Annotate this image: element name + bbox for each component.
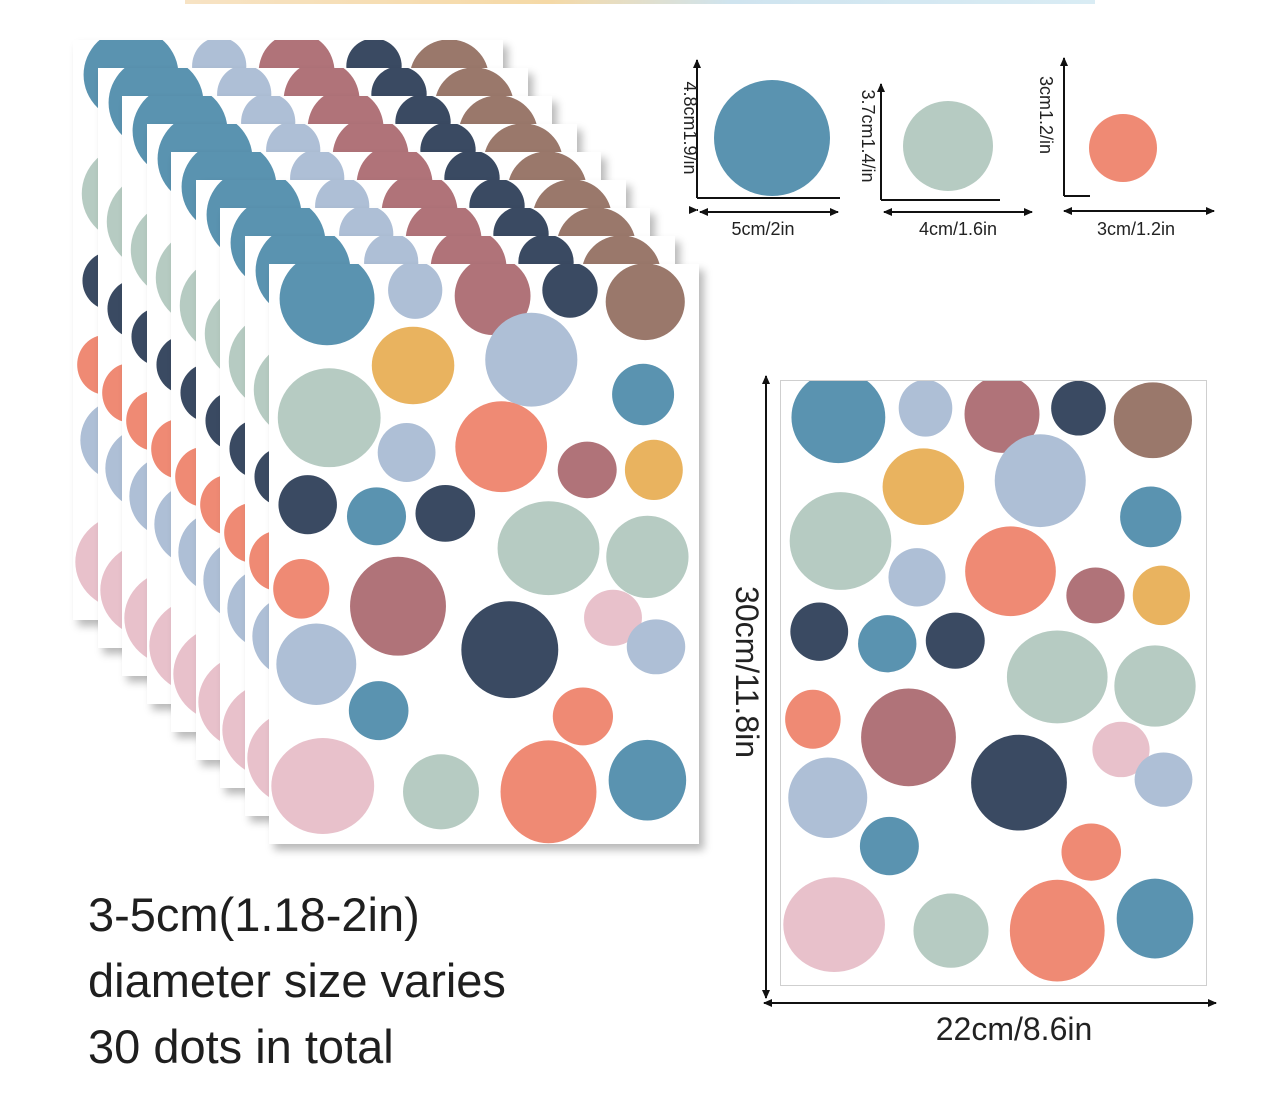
large-dot-height-label: 4.8cm1.9/in — [680, 81, 700, 174]
sticker-dot — [612, 363, 675, 426]
medium-dot-height-label: 3.7cm1.4/in — [858, 89, 878, 182]
sticker-dot — [350, 556, 446, 656]
sticker-dot — [485, 312, 578, 407]
sticker-dot — [1051, 381, 1106, 436]
sticker-dot — [557, 441, 617, 499]
sticker-dot — [552, 687, 614, 746]
sticker-dot — [1134, 752, 1193, 807]
sticker-dot — [789, 492, 892, 590]
sticker-dot — [1066, 567, 1125, 624]
sticker-dot — [913, 893, 989, 968]
sticker-dot — [606, 515, 689, 599]
sticker-dot — [584, 589, 642, 646]
sticker-dot — [388, 264, 443, 319]
top-accent-bar — [185, 0, 1095, 4]
sticker-dot — [858, 615, 917, 673]
sticker-dot — [626, 619, 686, 675]
sticker-sheet-dots — [783, 381, 1196, 982]
product-caption: 3-5cm(1.18-2in) diameter size varies 30 … — [88, 882, 506, 1080]
sticker-dot — [783, 877, 885, 973]
sticker-dot — [415, 485, 476, 542]
sticker-dot — [882, 448, 965, 526]
sticker-dot — [348, 681, 409, 741]
sticker-dot — [377, 423, 436, 482]
stacked-sticker-sheet — [269, 264, 699, 844]
sticker-dot — [542, 264, 598, 318]
sticker-dot — [1006, 630, 1108, 724]
sticker-dot — [1009, 879, 1105, 982]
sheet-dimension-arrows: 30cm/11.8in 22cm/8.6in — [729, 375, 1217, 1047]
size-sample-small: 3cm1.2/in 3cm/1.2in — [1036, 57, 1215, 239]
medium-dot-width-label: 4cm/1.6in — [919, 219, 997, 239]
sticker-dot — [1132, 565, 1190, 626]
sticker-dot — [1061, 823, 1122, 881]
sticker-dot — [1114, 645, 1196, 727]
sticker-dot — [965, 526, 1056, 617]
sheet-height-label: 30cm/11.8in — [729, 586, 765, 758]
sticker-dot — [925, 612, 985, 669]
small-dot-width-label: 3cm/1.2in — [1097, 219, 1175, 239]
small-dot-height-label: 3cm1.2/in — [1036, 76, 1056, 154]
sticker-dot — [454, 264, 531, 335]
sticker-dot — [888, 548, 946, 607]
sticker-dot — [624, 439, 683, 501]
size-sample-medium: 3.7cm1.4/in 4cm/1.6in — [858, 83, 1033, 239]
sticker-dot — [1113, 382, 1192, 459]
large-dot — [714, 80, 830, 196]
sticker-dot — [346, 487, 407, 546]
caption-size-range: 3-5cm(1.18-2in) — [88, 888, 420, 941]
sticker-dot — [971, 734, 1067, 831]
sticker-dot — [455, 401, 548, 493]
sticker-dot — [277, 368, 381, 468]
sticker-dot — [500, 740, 597, 844]
caption-size-note: diameter size varies — [88, 954, 506, 1007]
size-sample-large: 4.8cm1.9/in 5cm/2in — [680, 59, 840, 239]
sticker-dot — [271, 738, 375, 834]
sticker-dot — [279, 264, 375, 346]
sticker-dot — [278, 475, 337, 535]
sticker-dot — [790, 602, 849, 661]
sticker-dot — [859, 816, 919, 876]
sheet-width-label: 22cm/8.6in — [936, 1011, 1093, 1047]
large-dot-width-label: 5cm/2in — [731, 219, 794, 239]
medium-dot — [903, 101, 993, 191]
sticker-dot — [605, 264, 685, 341]
single-sticker-sheet — [780, 380, 1207, 986]
sticker-dot — [276, 623, 357, 705]
sticker-dot — [964, 381, 1040, 453]
sticker-dot — [461, 601, 559, 699]
sticker-dot — [608, 739, 687, 821]
sticker-dot — [788, 757, 868, 839]
sticker-dot — [371, 326, 455, 405]
sticker-dot — [1120, 486, 1182, 548]
sticker-dot — [791, 381, 886, 464]
sticker-dot — [403, 754, 479, 830]
sticker-dot — [994, 434, 1086, 528]
small-dot — [1089, 114, 1157, 182]
caption-dot-count: 30 dots in total — [88, 1020, 394, 1073]
sticker-dot — [785, 689, 841, 749]
sticker-dot — [1116, 878, 1194, 959]
sticker-dot — [497, 501, 600, 596]
sticker-dot — [1092, 721, 1150, 778]
sticker-dot — [861, 688, 956, 787]
sticker-dot — [273, 558, 330, 619]
sticker-sheet-dots — [271, 264, 689, 844]
sticker-dot — [898, 381, 953, 437]
